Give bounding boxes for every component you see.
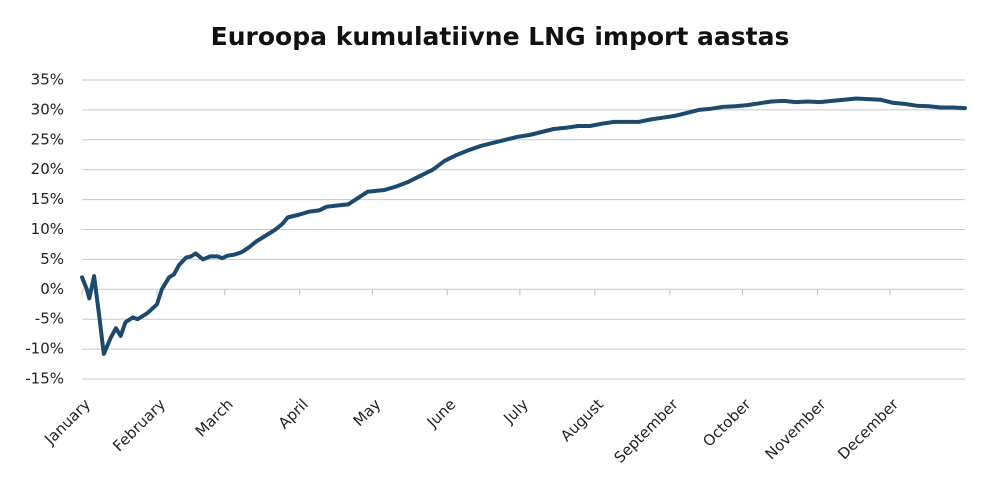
chart-title: Euroopa kumulatiivne LNG import aastas (211, 22, 790, 51)
y-tick-label: 25% (31, 130, 64, 148)
y-tick-label: 15% (31, 190, 64, 208)
x-tick-label: April (275, 395, 312, 432)
x-tick-label: February (109, 395, 169, 455)
y-tick-label: 0% (40, 280, 64, 298)
y-tick-label: -10% (25, 340, 64, 358)
y-tick-label: -15% (25, 370, 64, 388)
y-tick-label: 30% (31, 100, 64, 118)
x-tick-label: December (834, 395, 902, 463)
x-tick-label: July (499, 395, 532, 428)
x-tick-label: June (423, 395, 460, 432)
x-tick-label: August (557, 395, 607, 445)
y-tick-label: 5% (40, 250, 64, 268)
x-tick-label: November (762, 395, 830, 463)
x-tick-label: January (40, 395, 94, 449)
data-line (80, 96, 967, 356)
x-tick-label: May (350, 395, 385, 430)
x-tick-label: October (699, 395, 755, 451)
x-tick-label: September (611, 395, 683, 467)
y-tick-label: -5% (35, 310, 64, 328)
x-tick-label: March (192, 395, 237, 440)
y-tick-label: 20% (31, 160, 64, 178)
y-tick-label: 10% (31, 220, 64, 238)
y-tick-label: 35% (31, 71, 64, 89)
